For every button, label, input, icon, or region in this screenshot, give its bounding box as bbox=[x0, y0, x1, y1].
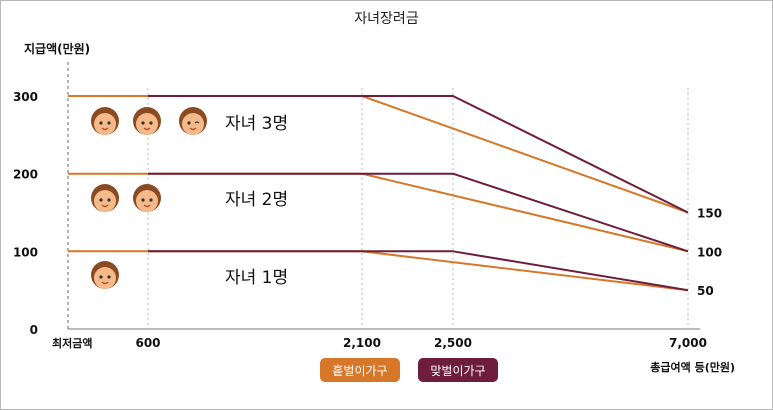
face-mouth bbox=[143, 204, 151, 208]
face-eye bbox=[149, 121, 153, 125]
series-line bbox=[68, 250, 689, 292]
face-eye bbox=[149, 198, 153, 202]
series-line bbox=[68, 95, 689, 214]
y-tick-label: 100 bbox=[13, 245, 38, 259]
face-mouth bbox=[101, 127, 109, 131]
face-eye bbox=[107, 198, 111, 202]
group-label: 자녀 3명 bbox=[225, 114, 288, 134]
face-bangs bbox=[134, 187, 160, 195]
legend-swatch bbox=[418, 358, 498, 382]
series-line bbox=[68, 172, 689, 253]
face-bangs bbox=[92, 264, 118, 272]
x-tick-label: 최저금액 bbox=[52, 336, 92, 350]
y-tick-label: 0 bbox=[30, 323, 38, 337]
face-skin bbox=[94, 267, 116, 289]
series-line bbox=[148, 172, 689, 253]
face-bangs bbox=[180, 110, 206, 118]
series-line bbox=[148, 95, 689, 214]
face-eye bbox=[107, 121, 111, 125]
x-tick-label: 600 bbox=[135, 336, 160, 350]
face-eye bbox=[141, 121, 145, 125]
x-tick-label: 7,000 bbox=[669, 336, 707, 350]
x-axis-label: 총급여액 등(만원) bbox=[650, 360, 735, 374]
legend-label: 홑벌이가구 bbox=[332, 364, 387, 378]
face-mouth bbox=[143, 127, 151, 131]
face-skin bbox=[94, 190, 116, 212]
child-face-icon bbox=[133, 107, 161, 135]
y-tick-label: 300 bbox=[13, 90, 38, 104]
group-label: 자녀 2명 bbox=[225, 190, 288, 210]
face-eye bbox=[141, 198, 145, 202]
x-tick-label: 2,100 bbox=[343, 336, 381, 350]
y-axis-label: 지급액(만원) bbox=[24, 41, 90, 56]
face-bangs bbox=[92, 187, 118, 195]
child-face-icon bbox=[91, 261, 119, 289]
face-eye bbox=[99, 198, 103, 202]
face-eye bbox=[107, 275, 111, 279]
face-skin bbox=[94, 113, 116, 135]
legend-swatch bbox=[320, 358, 400, 382]
face-eye bbox=[187, 121, 191, 125]
child-face-icon bbox=[91, 107, 119, 135]
face-eye bbox=[194, 121, 200, 124]
face-mouth bbox=[101, 204, 109, 208]
y-tick-label: 200 bbox=[13, 168, 38, 182]
face-eye bbox=[99, 121, 103, 125]
face-mouth bbox=[101, 281, 109, 285]
end-value-label: 150 bbox=[697, 207, 722, 221]
group-label: 자녀 1명 bbox=[225, 268, 288, 288]
child-face-icon bbox=[133, 184, 161, 212]
legend-item: 홑벌이가구 bbox=[320, 358, 400, 382]
child-face-icon bbox=[91, 184, 119, 212]
chart-title: 자녀장려금 bbox=[354, 11, 419, 27]
face-mouth bbox=[189, 127, 197, 131]
legend-item: 맞벌이가구 bbox=[418, 358, 498, 382]
face-skin bbox=[136, 113, 158, 135]
face-skin bbox=[182, 113, 204, 135]
legend-label: 맞벌이가구 bbox=[430, 364, 485, 378]
end-value-label: 50 bbox=[697, 284, 714, 298]
face-bangs bbox=[92, 110, 118, 118]
child-face-icon bbox=[179, 107, 207, 135]
face-skin bbox=[136, 190, 158, 212]
end-value-label: 100 bbox=[697, 245, 722, 259]
x-tick-label: 2,500 bbox=[434, 336, 472, 350]
series-line bbox=[148, 250, 689, 292]
face-bangs bbox=[134, 110, 160, 118]
face-eye bbox=[99, 275, 103, 279]
